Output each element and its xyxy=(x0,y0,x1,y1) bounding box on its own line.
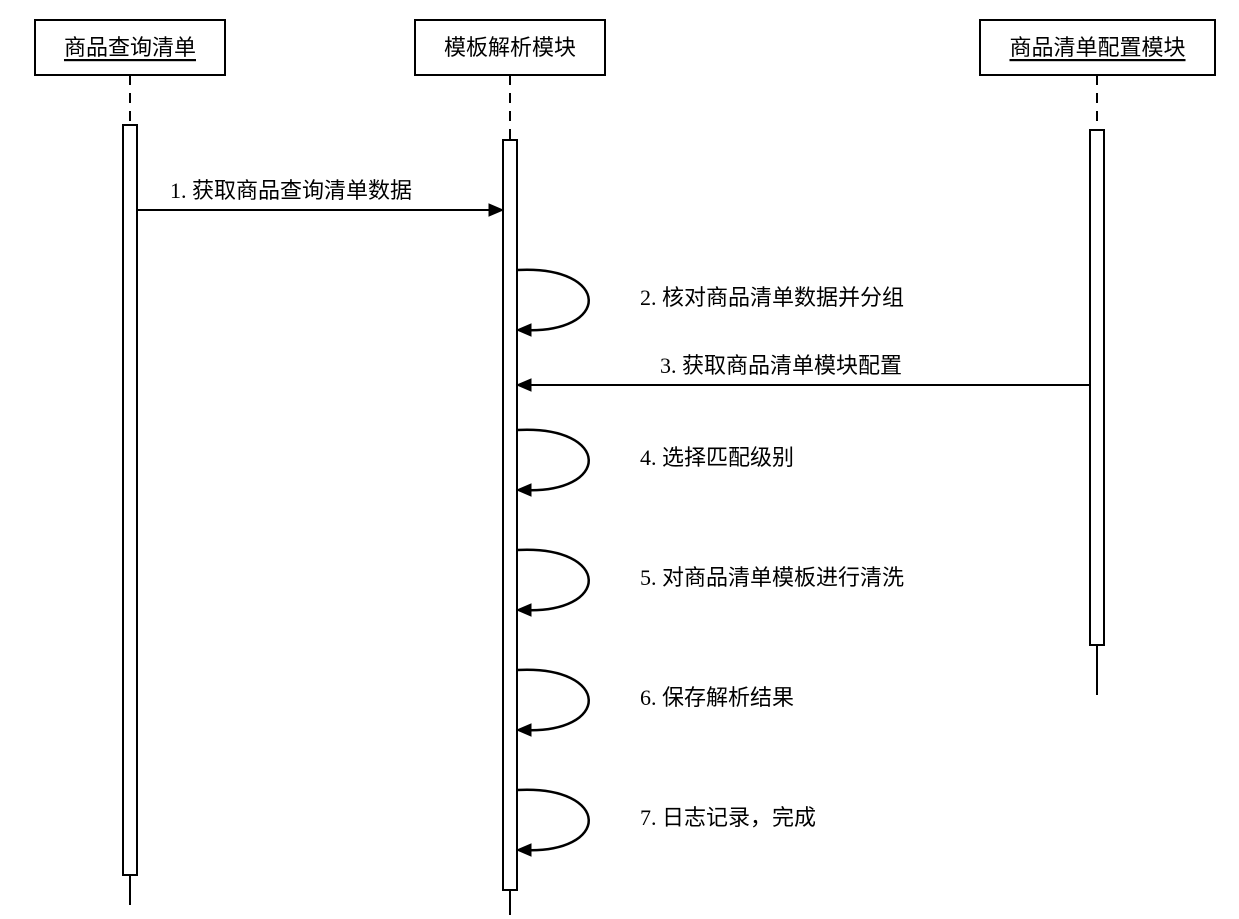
activation-bar xyxy=(123,125,137,875)
message-label: 3. 获取商品清单模块配置 xyxy=(660,353,902,378)
sequence-diagram: 商品查询清单 模板解析模块 商品清单配置模块 1. 获取商品查询清单数据 2. 核对商品… xyxy=(0,0,1239,919)
message-label: 2. 核对商品清单数据并分组 xyxy=(640,285,904,310)
message-label: 4. 选择匹配级别 xyxy=(640,445,794,470)
message-label: 1. 获取商品查询清单数据 xyxy=(170,178,412,203)
message-label: 5. 对商品清单模板进行清洗 xyxy=(640,565,904,590)
participant-label: 商品查询清单 xyxy=(64,35,196,60)
message-label: 7. 日志记录，完成 xyxy=(640,805,816,830)
participant-label: 模板解析模块 xyxy=(444,35,576,60)
message-label: 6. 保存解析结果 xyxy=(640,685,794,710)
activation-bar xyxy=(503,140,517,890)
participant-label: 商品清单配置模块 xyxy=(1009,35,1185,60)
activation-bar xyxy=(1090,130,1104,645)
